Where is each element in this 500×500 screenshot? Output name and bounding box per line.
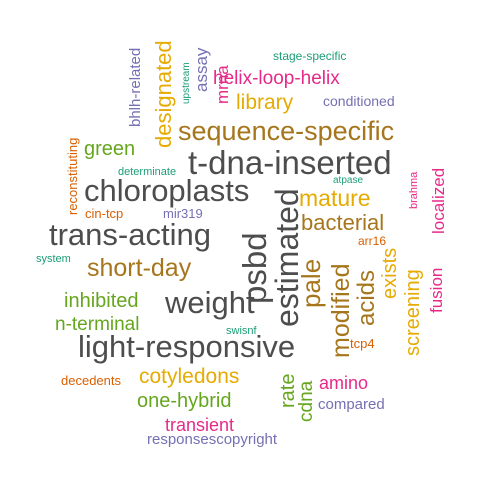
word-compared: compared (318, 396, 385, 413)
word-brahma: brahma (408, 171, 420, 209)
word-assay: assay (192, 47, 211, 92)
word-tcp4: tcp4 (350, 336, 375, 351)
word-t-dna-inserted: t-dna-inserted (188, 144, 392, 181)
word-trans-acting: trans-acting (49, 217, 211, 252)
word-swisnf: swisnf (226, 325, 258, 337)
word-psbd: psbd (236, 232, 273, 304)
word-reconstituting: reconstituting (65, 138, 80, 215)
word-short-day: short-day (87, 254, 192, 282)
word-n-terminal: n-terminal (55, 314, 139, 335)
word-decedents: decedents (61, 373, 121, 388)
word-atpase: atpase (333, 175, 363, 186)
word-green: green (84, 138, 135, 160)
word-stage-specific: stage-specific (273, 49, 346, 63)
word-weight: weight (164, 285, 255, 320)
word-arr16: arr16 (358, 234, 386, 248)
word-conditioned: conditioned (323, 93, 395, 109)
word-mrna: mrna (213, 65, 232, 104)
word-library: library (236, 91, 294, 114)
word-bhlh-related: bhlh-related (127, 48, 144, 127)
word-sequence-specific: sequence-specific (178, 116, 394, 146)
word-cotyledons: cotyledons (139, 365, 239, 388)
word-bacterial: bacterial (301, 210, 384, 235)
word-cdna: cdna (296, 380, 317, 422)
word-upstream: upstream (181, 62, 192, 104)
word-screening: screening (402, 269, 424, 356)
word-system: system (36, 253, 71, 265)
word-fusion: fusion (427, 268, 446, 313)
word-acids: acids (353, 270, 380, 326)
word-one-hybrid: one-hybrid (137, 390, 232, 412)
word-rate: rate (277, 374, 299, 408)
word-determinate: determinate (118, 166, 176, 178)
word-exists: exists (379, 248, 401, 299)
word-designated: designated (151, 40, 176, 148)
word-pale: pale (296, 259, 326, 308)
word-modified: modified (327, 264, 355, 359)
word-cin-tcp: cin-tcp (85, 206, 123, 221)
word-chloroplasts: chloroplasts (84, 173, 249, 208)
word-localized: localized (429, 168, 448, 234)
word-helix-loop-helix: helix-loop-helix (213, 68, 340, 89)
word-mir319: mir319 (163, 206, 203, 221)
word-light-responsive: light-responsive (78, 329, 295, 364)
word-estimated: estimated (269, 188, 305, 327)
word-inhibited: inhibited (64, 290, 139, 312)
word-mature: mature (299, 185, 371, 211)
word-transient: transient (165, 415, 234, 435)
word-responsescopyright: responsescopyright (147, 431, 278, 448)
word-amino: amino (319, 373, 368, 393)
